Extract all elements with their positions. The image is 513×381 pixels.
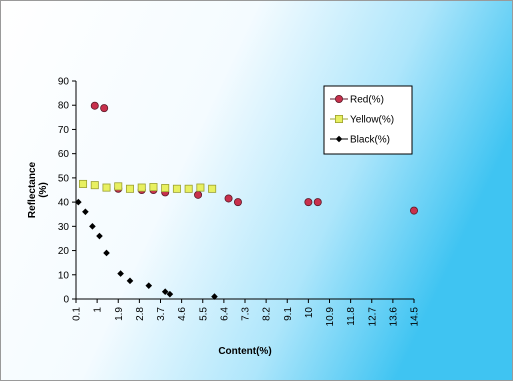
legend-marker — [335, 135, 343, 143]
y-axis-title-line: Reflectance — [27, 161, 38, 218]
data-point — [161, 288, 169, 296]
data-point — [89, 223, 96, 230]
y-tick-label: 20 — [58, 246, 70, 257]
x-tick-label: 4.6 — [177, 307, 188, 321]
data-point — [149, 183, 158, 192]
x-tick-label: 2.8 — [135, 307, 146, 321]
data-point — [90, 181, 99, 190]
data-point — [224, 194, 233, 203]
legend-marker — [334, 115, 343, 124]
x-tick-label: 1.9 — [114, 307, 125, 321]
data-point — [126, 277, 134, 285]
x-tick-label: 10 — [304, 307, 315, 319]
data-point — [172, 184, 181, 193]
x-tick-label: 12.7 — [367, 307, 378, 327]
data-point — [114, 182, 123, 191]
y-tick-label: 70 — [58, 125, 70, 136]
y-tick-label: 80 — [58, 101, 70, 112]
legend: Red(%) Yellow(%) Black(%) — [323, 85, 413, 155]
x-tick-label: 3.7 — [156, 307, 167, 321]
legend-marker — [334, 95, 343, 104]
data-point — [103, 249, 110, 257]
data-point — [409, 206, 418, 215]
x-tick-label: 8.2 — [262, 307, 273, 321]
data-point — [137, 183, 146, 192]
series-2 — [75, 198, 218, 300]
data-point — [184, 184, 193, 193]
data-point — [82, 208, 89, 216]
y-tick-label: 60 — [58, 149, 70, 160]
data-point — [208, 184, 217, 193]
legend-label: Yellow(%) — [350, 115, 394, 126]
x-tick-label: 9.1 — [283, 307, 294, 321]
data-point — [194, 190, 203, 199]
data-point — [304, 198, 313, 207]
data-point — [79, 179, 88, 188]
y-tick-label: 0 — [63, 295, 69, 306]
plot-series — [75, 101, 418, 300]
y-axis-title-line: (%) — [38, 182, 49, 198]
data-point — [125, 184, 134, 193]
data-point — [196, 183, 205, 192]
y-tick-label: 30 — [58, 222, 70, 233]
data-point — [102, 183, 111, 192]
data-point — [313, 198, 322, 207]
data-point — [100, 104, 109, 113]
y-tick-label: 10 — [58, 270, 70, 281]
data-point — [75, 198, 82, 206]
data-point — [166, 290, 174, 298]
data-point — [117, 270, 124, 277]
data-point — [96, 232, 103, 240]
x-tick-label: 0.1 — [72, 307, 83, 321]
data-point — [211, 293, 218, 300]
data-point — [233, 198, 242, 207]
legend-label: Black(%) — [350, 135, 390, 146]
x-tick-label: 13.6 — [388, 307, 399, 327]
series-1 — [79, 179, 217, 193]
data-point — [145, 282, 153, 289]
x-tick-label: 6.4 — [219, 307, 230, 321]
data-point — [161, 184, 170, 193]
x-tick-label: 11.8 — [346, 307, 357, 326]
y-axis-title: Reflectance(%) — [27, 161, 49, 218]
x-tick-label: 7.3 — [241, 307, 252, 321]
x-axis-title: Content(%) — [218, 346, 271, 357]
data-point — [90, 101, 99, 110]
y-tick-label: 90 — [58, 77, 70, 88]
legend-label: Red(%) — [350, 95, 384, 106]
x-tick-label: 5.5 — [198, 307, 209, 321]
y-tick-label: 40 — [58, 198, 70, 209]
x-tick-label: 1 — [93, 307, 104, 313]
y-tick-label: 50 — [58, 173, 70, 184]
x-tick-label: 10.9 — [325, 307, 336, 327]
axes: 0 10 20 30 40 50 60 70 80 90 0.1 1 1.9 2.8 3.7 4.6 5.5 6.… — [27, 77, 421, 358]
x-tick-label: 14.5 — [410, 307, 421, 327]
